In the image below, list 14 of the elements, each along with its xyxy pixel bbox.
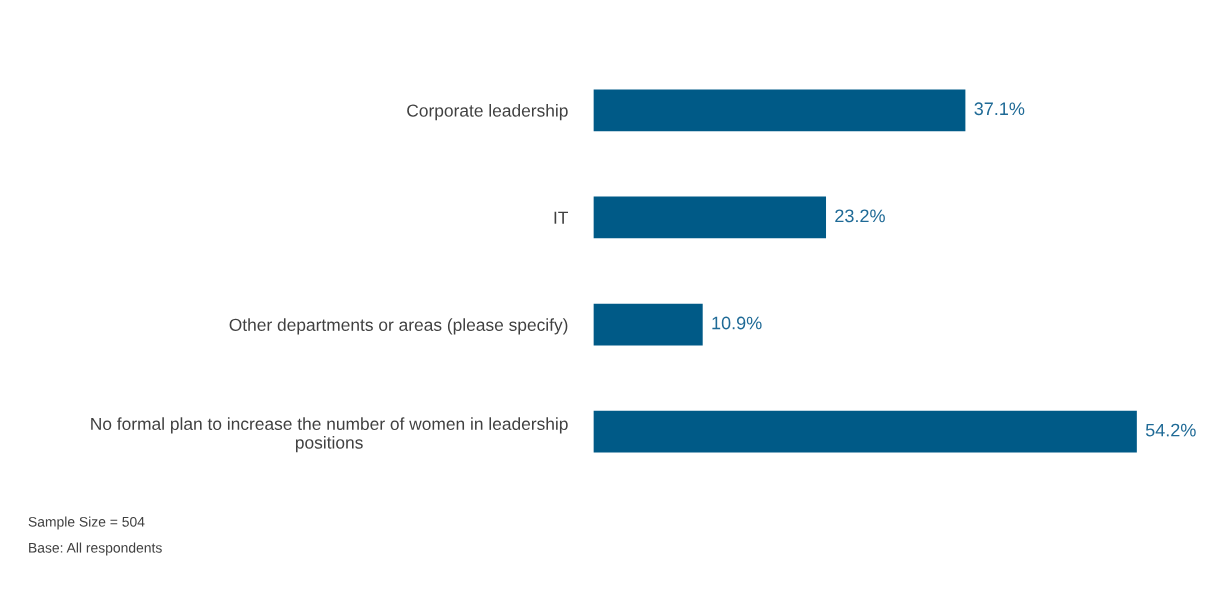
bar (593, 410, 1137, 453)
text: Sample Size = 504 (28, 516, 145, 530)
y-tick-label: IT (554, 211, 569, 224)
data-label: 10.9% (712, 316, 762, 330)
y-tick-label: No formal plan to increase the number of women in leadership positions (91, 417, 568, 453)
bar (593, 196, 827, 239)
data-label: 37.1% (974, 102, 1025, 116)
data-label: 23.2% (835, 209, 885, 223)
y-tick-label: Other departments or areas (please specify) (229, 318, 568, 335)
data-label: 54.2% (1145, 423, 1196, 437)
bar (593, 303, 703, 346)
bar (593, 89, 966, 132)
y-tick-label: Corporate leadership (407, 104, 568, 121)
text: Base: All respondents (29, 542, 162, 556)
